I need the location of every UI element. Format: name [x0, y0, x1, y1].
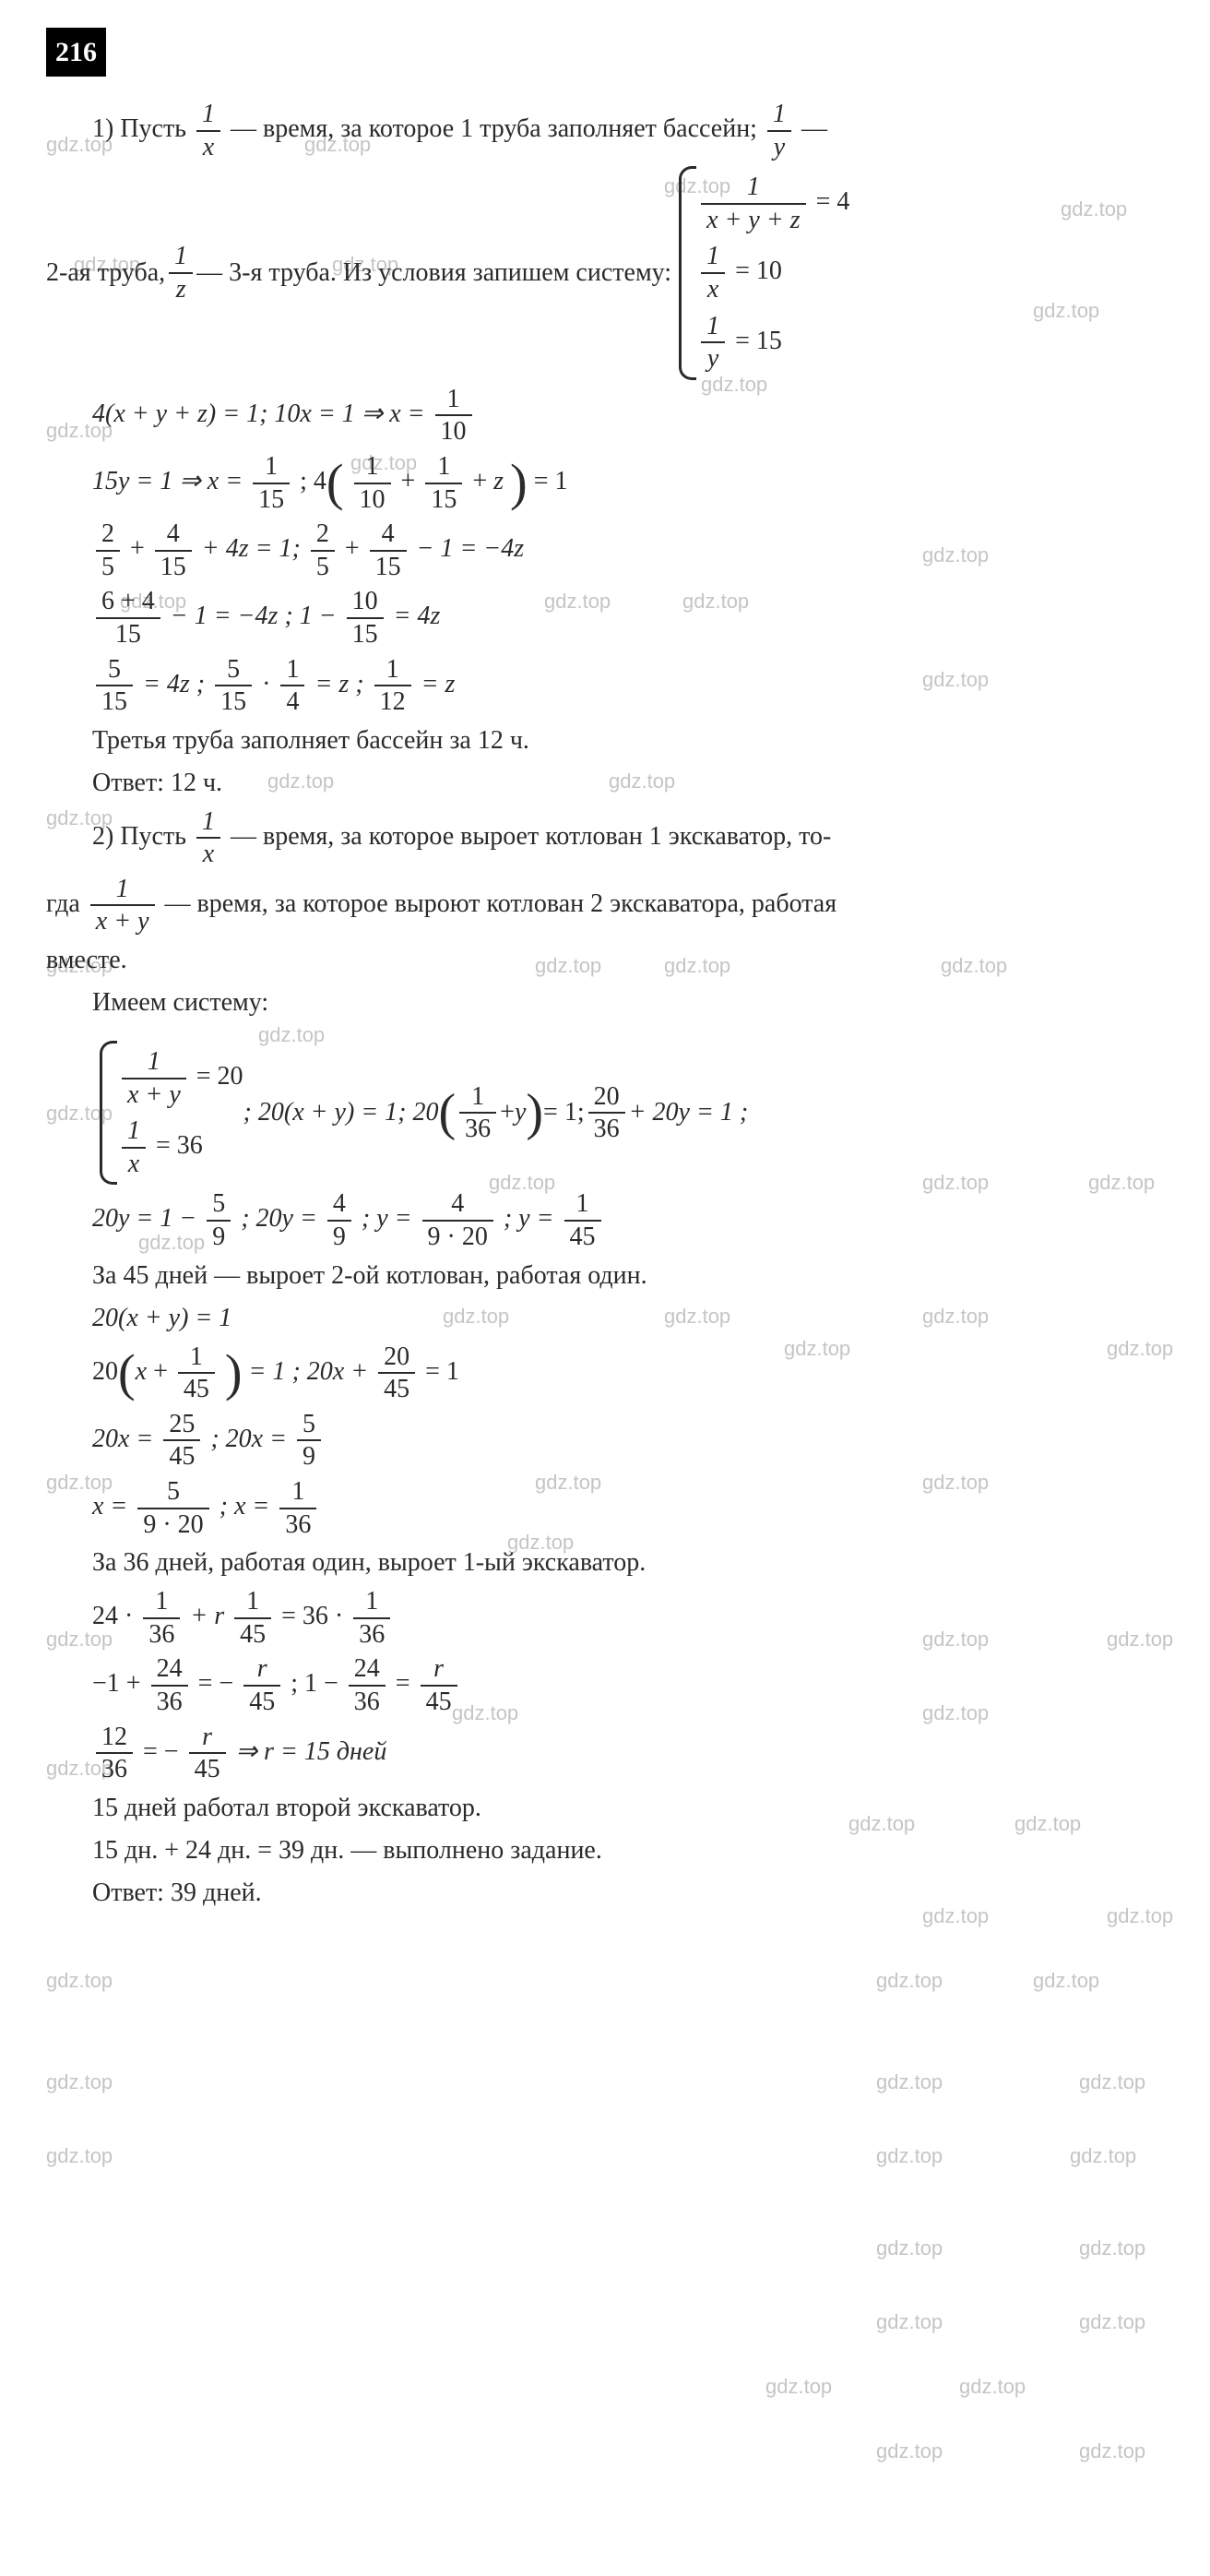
p1-calc4: 6 + 415 − 1 = −4z ; 1 − 1015 = 4z	[46, 586, 1164, 650]
watermark: gdz.top	[876, 2307, 943, 2337]
frac-1-y: 1y	[767, 99, 791, 162]
watermark: gdz.top	[876, 2436, 943, 2466]
p1-calc5: 515 = 4z ; 515 · 14 = z ; 112 = z	[46, 654, 1164, 718]
text: — 3-я труба. Из условия запишем систему:	[196, 254, 671, 292]
watermark: gdz.top	[1070, 2141, 1136, 2171]
watermark: gdz.top	[876, 2233, 943, 2263]
text: 2-ая труба,	[46, 254, 165, 292]
watermark: gdz.top	[1079, 2233, 1145, 2263]
watermark: gdz.top	[765, 2371, 832, 2402]
problem-number: 216	[46, 28, 106, 77]
text: —	[801, 114, 827, 143]
p1-calc3: 25 + 415 + 4z = 1; 25 + 415 − 1 = −4z	[46, 519, 1164, 582]
watermark: gdz.top	[1033, 1965, 1099, 1996]
system-2: 1x + y = 20 1x = 36	[100, 1041, 243, 1185]
p2-line6: За 36 дней, работая один, выроет 1-ый эк…	[46, 1544, 1164, 1582]
p2-calc4: 20(x + 145 ) = 1 ; 20x + 2045 = 1	[46, 1342, 1164, 1405]
system-1: 1x + y + z = 4 1x = 10 1y = 15	[679, 166, 849, 380]
text: — время, за которое 1 труба заполняет ба…	[231, 114, 764, 143]
watermark: gdz.top	[46, 2141, 113, 2171]
p2-line3: вместе.	[46, 941, 1164, 980]
p2-line4: Имеем систему:	[46, 984, 1164, 1022]
frac-1-x: 1x	[196, 99, 220, 162]
watermark: gdz.top	[1079, 2436, 1145, 2466]
p1-intro: 1) Пусть 1x — время, за которое 1 труба …	[46, 99, 1164, 162]
p1-answer-text: Третья труба заполняет бассейн за 12 ч.	[46, 722, 1164, 760]
p2-calc5: 20x = 2545 ; 20x = 59	[46, 1409, 1164, 1473]
p2-calc9: 1236 = − r45 ⇒ r = 15 дней	[46, 1722, 1164, 1785]
text: 1) Пусть	[92, 114, 193, 143]
watermark: gdz.top	[876, 1965, 943, 1996]
watermark: gdz.top	[46, 1965, 113, 1996]
p1-answer: Ответ: 12 ч.	[46, 764, 1164, 803]
watermark: gdz.top	[959, 2371, 1026, 2402]
watermark: gdz.top	[1079, 2307, 1145, 2337]
watermark: gdz.top	[1079, 2067, 1145, 2097]
p2-intro: 2) Пусть 1x — время, за которое выроет к…	[46, 806, 1164, 870]
p2-line5: За 45 дней — выроет 2-ой котлован, работ…	[46, 1257, 1164, 1295]
watermark: gdz.top	[876, 2067, 943, 2097]
frac-1-z: 1z	[169, 241, 193, 304]
p2-calc8: −1 + 2436 = − r45 ; 1 − 2436 = r45	[46, 1653, 1164, 1717]
p1-line2: 2-ая труба, 1z — 3-я труба. Из условия з…	[46, 166, 1164, 380]
p2-calc6: x = 59 · 20 ; x = 136	[46, 1476, 1164, 1540]
p2-calc2: 20y = 1 − 59 ; 20y = 49 ; y = 49 · 20 ; …	[46, 1188, 1164, 1252]
p2-answer: Ответ: 39 дней.	[46, 1874, 1164, 1913]
watermark: gdz.top	[46, 2067, 113, 2097]
p1-calc2: 15y = 1 ⇒ x = 115 ; 4( 110 + 115 + z ) =…	[46, 451, 1164, 515]
p2-system-row: 1x + y = 20 1x = 36 ; 20(x + y) = 1; 20(…	[46, 1041, 1164, 1185]
p2-line7: 15 дней работал второй экскаватор.	[46, 1789, 1164, 1828]
p2-calc3: 20(x + y) = 1	[46, 1299, 1164, 1338]
p2-calc7: 24 · 136 + r 145 = 36 · 136	[46, 1586, 1164, 1650]
p2-line2: гда 1x + y — время, за которое выроют ко…	[46, 874, 1164, 937]
p1-calc1: 4(x + y + z) = 1; 10x = 1 ⇒ x = 110	[46, 384, 1164, 447]
p2-line8: 15 дн. + 24 дн. = 39 дн. — выполнено зад…	[46, 1831, 1164, 1870]
watermark: gdz.top	[876, 2141, 943, 2171]
